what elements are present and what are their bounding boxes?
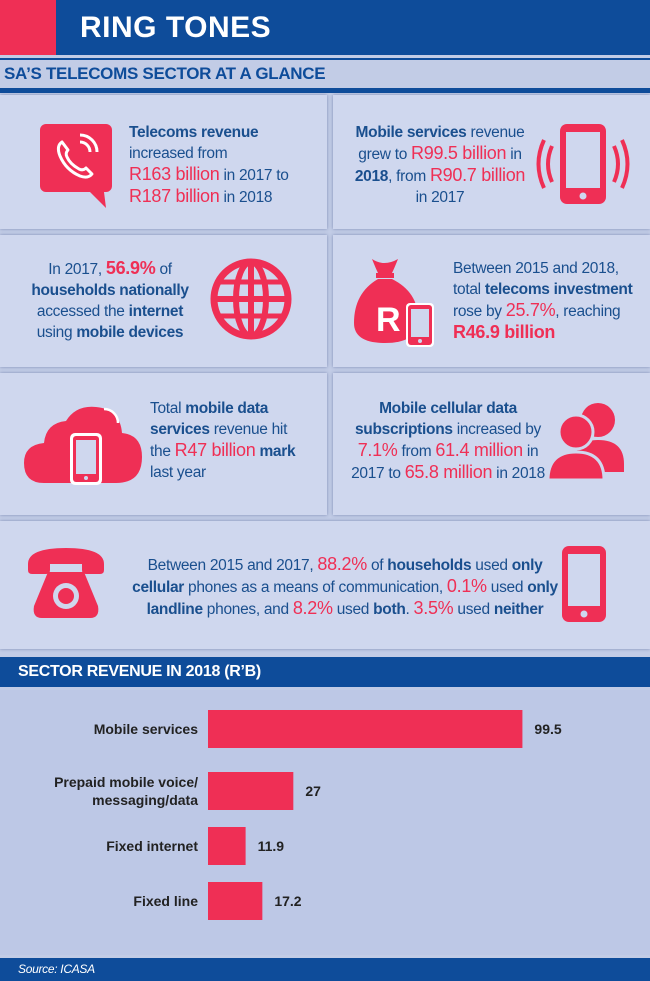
category-label-1: Prepaid mobile voice/messaging/data bbox=[54, 774, 198, 808]
header-divider bbox=[0, 58, 650, 60]
section-title-glance: SA’S TELECOMS SECTOR AT A GLANCE bbox=[4, 64, 326, 83]
bar-1 bbox=[208, 772, 294, 810]
bar-2 bbox=[208, 827, 246, 865]
section-bar-revenue bbox=[0, 657, 650, 687]
header-accent-block bbox=[0, 0, 56, 55]
fact-telecoms-revenue-text: Telecoms revenue increased from R163 bil… bbox=[129, 124, 289, 206]
bar-0 bbox=[208, 710, 523, 748]
fact-panel-households-phones bbox=[0, 521, 650, 649]
value-label-2: 11.9 bbox=[258, 838, 285, 854]
cloud-phone-icon bbox=[24, 406, 142, 485]
source-note: Source: ICASA bbox=[18, 962, 95, 976]
smartphone-icon bbox=[562, 546, 606, 622]
fact-mobile-services-text: Mobile services revenue grew to R99.5 bi… bbox=[354, 124, 526, 206]
svg-text:R: R bbox=[376, 301, 401, 339]
globe-icon bbox=[210, 258, 292, 340]
header-bar bbox=[0, 0, 650, 55]
value-label-3: 17.2 bbox=[274, 893, 301, 909]
page-title: RING TONES bbox=[80, 11, 272, 44]
money-bag-phone-icon: R bbox=[354, 259, 434, 347]
fact-mobile-data-text: Total mobile data services revenue hit t… bbox=[150, 400, 296, 481]
category-label-2: Fixed internet bbox=[106, 838, 198, 854]
value-label-1: 27 bbox=[305, 783, 321, 799]
category-label-0: Mobile services bbox=[94, 721, 198, 737]
revenue-bar-chart: Mobile services 99.5 Prepaid mobile voice/… bbox=[54, 710, 562, 920]
fact-households-internet-text: In 2017, 56.9% of households nationally … bbox=[31, 258, 189, 341]
users-icon bbox=[546, 403, 624, 482]
fact-subscriptions-text: Mobile cellular data subscriptions incre… bbox=[351, 400, 545, 482]
smartphone-vibrate-icon bbox=[536, 124, 630, 204]
section-title-revenue: SECTOR REVENUE IN 2018 (R’B) bbox=[18, 663, 261, 680]
rotary-phone-icon bbox=[28, 548, 104, 618]
footer-bar bbox=[0, 958, 650, 981]
bar-3 bbox=[208, 882, 263, 920]
value-label-0: 99.5 bbox=[534, 721, 561, 737]
fact-investment-text: Between 2015 and 2018, total telecoms in… bbox=[453, 260, 633, 342]
phone-chat-icon bbox=[40, 124, 112, 208]
category-label-3: Fixed line bbox=[133, 893, 198, 909]
section-divider bbox=[0, 88, 650, 93]
fact-households-phones-text: Between 2015 and 2017, 88.2% of househol… bbox=[132, 554, 558, 618]
